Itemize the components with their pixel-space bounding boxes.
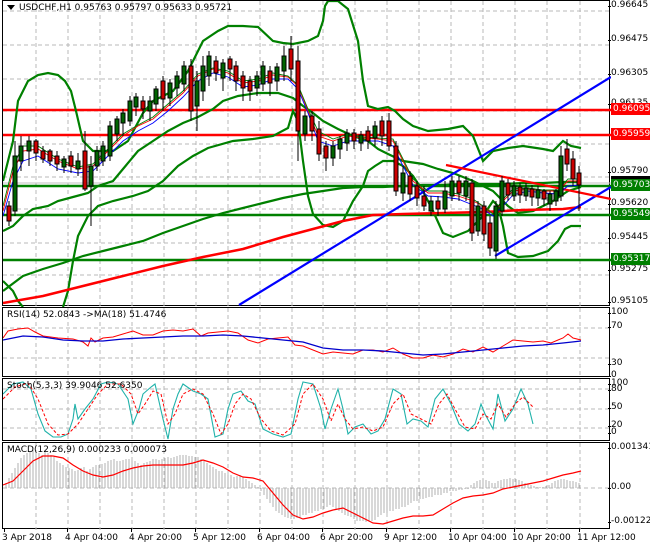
stoch-tick: 100 [607, 378, 629, 388]
macd-axis: 0.001341 0.00 -0.001229 [607, 442, 650, 529]
price-chart-pane[interactable]: USDCHF,H1 0.95763 0.95797 0.95633 0.9572… [2, 0, 611, 307]
time-label: 10 Apr 20:00 [512, 533, 571, 543]
macd-tick: -0.001229 [607, 516, 650, 526]
rsi-tick: 0 [608, 370, 617, 380]
rsi-tick: 30 [607, 358, 623, 368]
time-axis: 3 Apr 2018 4 Apr 04:00 4 Apr 20:00 5 Apr… [2, 528, 636, 550]
stoch-d-line [3, 382, 534, 436]
stochastic-canvas [3, 379, 611, 442]
time-label: 5 Apr 12:00 [193, 533, 246, 543]
red-trendline [445, 163, 611, 201]
rsi-pane[interactable]: RSI(14) 52.0843 ->MA(18) 51.4746 [2, 307, 611, 378]
symbol-header: USDCHF,H1 0.95763 0.95797 0.95633 0.9572… [7, 3, 232, 13]
rsi-tick: 100 [607, 307, 629, 317]
level-tag-support: 0.95703 [611, 179, 650, 191]
rsi-axis: 100 70 30 0 [607, 307, 650, 380]
price-axis: 0.96645 0.96475 0.96305 0.96135 0.95790 … [607, 0, 650, 306]
blue-trendline-short [494, 186, 611, 257]
macd-pane[interactable]: MACD(12,26,9) 0.000233 0.000073 [2, 442, 611, 530]
level-tag-support: 0.95317 [611, 253, 650, 265]
level-tag-support: 0.95549 [611, 208, 650, 220]
price-tick: 0.95445 [607, 232, 649, 242]
time-label: 10 Apr 04:00 [448, 533, 507, 543]
rsi-ma-line [3, 334, 582, 356]
price-tick: 0.96645 [607, 0, 649, 10]
macd-canvas [3, 443, 611, 530]
rsi-canvas [3, 308, 611, 378]
time-label: 11 Apr 12:00 [577, 533, 636, 543]
time-label: 4 Apr 20:00 [129, 533, 182, 543]
time-label: 4 Apr 04:00 [65, 533, 118, 543]
macd-signal-line [3, 455, 582, 525]
price-grid [3, 1, 611, 307]
price-tick: 0.95620 [607, 198, 649, 208]
stoch-tick: 20 [607, 420, 623, 430]
stoch-axis: 100 80 50 20 0 [607, 378, 650, 441]
stoch-label: Stoch(5,3,3) 39.9046 52.6350 [7, 381, 143, 391]
macd-tick: 0.00 [607, 482, 632, 492]
stoch-tick: 50 [607, 402, 623, 412]
price-tick: 0.95790 [607, 166, 649, 176]
level-tag-resistance: 0.95959 [611, 128, 650, 140]
time-label: 6 Apr 04:00 [257, 533, 310, 543]
price-chart-canvas [3, 1, 611, 307]
rsi-label: RSI(14) 52.0843 ->MA(18) 51.4746 [7, 310, 167, 320]
macd-label: MACD(12,26,9) 0.000233 0.000073 [7, 445, 167, 455]
time-label: 3 Apr 2018 [2, 533, 52, 543]
rsi-tick: 70 [607, 321, 623, 331]
stoch-tick: 0 [608, 427, 617, 437]
stochastic-pane[interactable]: Stoch(5,3,3) 39.9046 52.6350 [2, 378, 611, 442]
price-tick: 0.95105 [607, 296, 649, 306]
stoch-k-line [3, 381, 534, 440]
stoch-tick: 80 [607, 384, 623, 394]
price-tick: 0.96475 [607, 34, 649, 44]
ohlc-values: USDCHF,H1 0.95763 0.95797 0.95633 0.9572… [19, 3, 233, 13]
price-tick: 0.95275 [607, 264, 649, 274]
macd-tick: 0.001341 [608, 442, 650, 452]
collapse-arrow-icon[interactable] [7, 5, 15, 10]
price-tick: 0.96305 [607, 68, 649, 78]
macd-histogram [5, 450, 580, 522]
candles [6, 36, 582, 259]
level-tag-resistance: 0.96095 [611, 103, 650, 115]
current-price-tag [611, 176, 650, 180]
time-label: 6 Apr 20:00 [320, 533, 373, 543]
time-label: 9 Apr 12:00 [384, 533, 437, 543]
